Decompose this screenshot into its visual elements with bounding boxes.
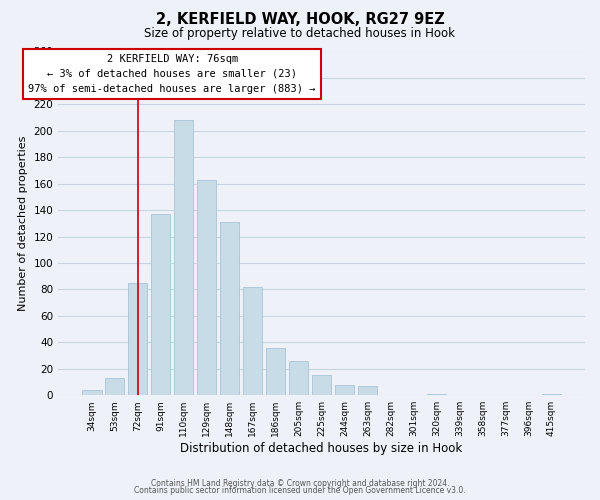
Bar bbox=[197, 180, 217, 395]
Bar bbox=[358, 386, 377, 395]
Bar bbox=[312, 376, 331, 395]
Bar bbox=[128, 283, 148, 395]
Bar bbox=[151, 214, 170, 395]
Bar bbox=[220, 222, 239, 395]
Bar bbox=[335, 384, 354, 395]
Bar bbox=[174, 120, 193, 395]
Y-axis label: Number of detached properties: Number of detached properties bbox=[18, 136, 28, 311]
Bar bbox=[542, 394, 561, 395]
Bar bbox=[243, 287, 262, 395]
Text: 2, KERFIELD WAY, HOOK, RG27 9EZ: 2, KERFIELD WAY, HOOK, RG27 9EZ bbox=[155, 12, 445, 28]
Bar bbox=[427, 394, 446, 395]
Bar bbox=[289, 361, 308, 395]
Text: 2 KERFIELD WAY: 76sqm
← 3% of detached houses are smaller (23)
97% of semi-detac: 2 KERFIELD WAY: 76sqm ← 3% of detached h… bbox=[28, 54, 316, 94]
X-axis label: Distribution of detached houses by size in Hook: Distribution of detached houses by size … bbox=[181, 442, 463, 455]
Bar bbox=[266, 348, 286, 395]
Text: Size of property relative to detached houses in Hook: Size of property relative to detached ho… bbox=[145, 28, 455, 40]
Text: Contains public sector information licensed under the Open Government Licence v3: Contains public sector information licen… bbox=[134, 486, 466, 495]
Bar bbox=[105, 378, 124, 395]
Text: Contains HM Land Registry data © Crown copyright and database right 2024.: Contains HM Land Registry data © Crown c… bbox=[151, 478, 449, 488]
Bar bbox=[82, 390, 101, 395]
